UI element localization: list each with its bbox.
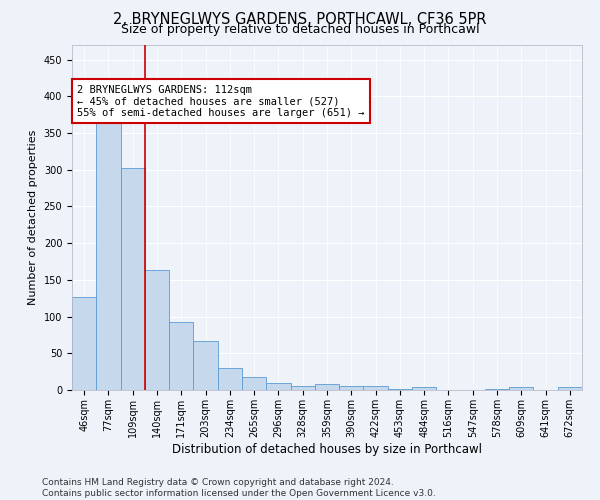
- Bar: [315, 384, 339, 390]
- Text: 2 BRYNEGLWYS GARDENS: 112sqm
← 45% of detached houses are smaller (527)
55% of s: 2 BRYNEGLWYS GARDENS: 112sqm ← 45% of de…: [77, 84, 365, 118]
- Bar: [72, 297, 96, 390]
- Bar: [242, 377, 266, 390]
- Bar: [290, 386, 315, 390]
- Y-axis label: Number of detached properties: Number of detached properties: [28, 130, 38, 305]
- Text: Contains HM Land Registry data © Crown copyright and database right 2024.
Contai: Contains HM Land Registry data © Crown c…: [42, 478, 436, 498]
- Text: 2, BRYNEGLWYS GARDENS, PORTHCAWL, CF36 5PR: 2, BRYNEGLWYS GARDENS, PORTHCAWL, CF36 5…: [113, 12, 487, 28]
- Text: Size of property relative to detached houses in Porthcawl: Size of property relative to detached ho…: [121, 22, 479, 36]
- Bar: [266, 384, 290, 390]
- Bar: [218, 368, 242, 390]
- Bar: [509, 387, 533, 390]
- Bar: [339, 386, 364, 390]
- X-axis label: Distribution of detached houses by size in Porthcawl: Distribution of detached houses by size …: [172, 442, 482, 456]
- Bar: [145, 270, 169, 390]
- Bar: [96, 122, 121, 390]
- Bar: [121, 168, 145, 390]
- Bar: [364, 386, 388, 390]
- Bar: [558, 387, 582, 390]
- Bar: [412, 387, 436, 390]
- Bar: [169, 322, 193, 390]
- Bar: [193, 341, 218, 390]
